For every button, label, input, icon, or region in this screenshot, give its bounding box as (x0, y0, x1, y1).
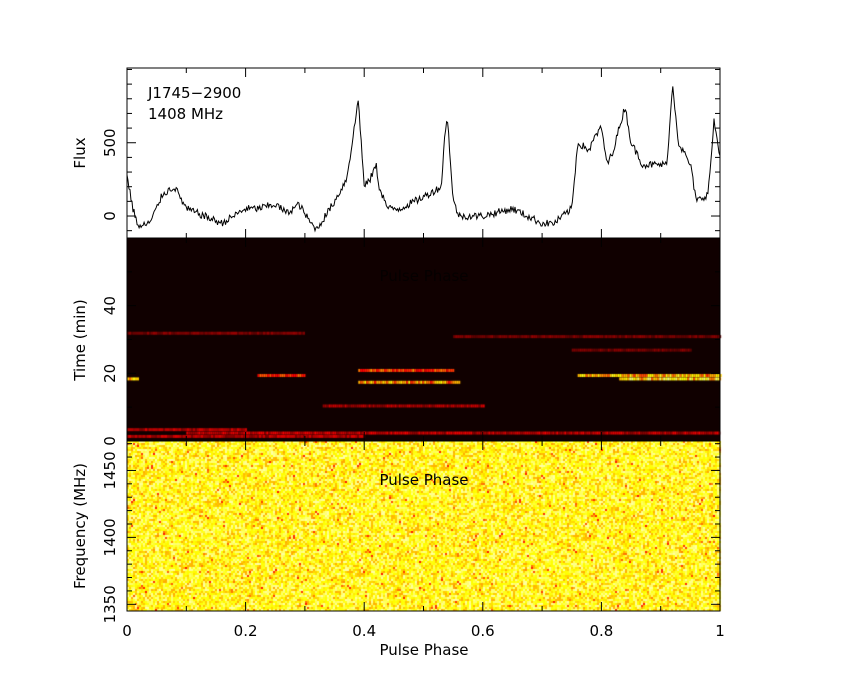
time-panel-inner-label: Pulse Phase (379, 267, 468, 285)
y-tick-label: 1450 (101, 451, 119, 489)
x-tick-label: 0.2 (234, 622, 258, 640)
y-tick-label: 1350 (101, 585, 119, 623)
x-axis-label: Pulse Phase (379, 641, 468, 659)
y-tick-label: 0 (101, 211, 119, 221)
x-tick-label: 1 (715, 622, 725, 640)
x-tick-label: 0 (122, 622, 132, 640)
y-tick-label: 0 (101, 436, 119, 446)
observing-frequency: 1408 MHz (148, 105, 223, 123)
source-name: J1745−2900 (147, 84, 241, 102)
y-tick-label: 20 (101, 364, 119, 383)
y-tick-label: 1400 (101, 518, 119, 556)
panel-frame-2 (126, 440, 721, 612)
profile-panel (126, 86, 721, 233)
x-tick-label: 0.4 (352, 622, 376, 640)
x-tick-label: 0.6 (471, 622, 495, 640)
profile-line (126, 86, 721, 233)
flux-axis-label: Flux (71, 137, 89, 168)
frequency-axis-label: Frequency (MHz) (71, 463, 89, 589)
time-axis-label: Time (min) (71, 299, 89, 381)
y-tick-label: 500 (101, 128, 119, 157)
x-tick-label: 0.8 (589, 622, 613, 640)
freq-panel-inner-label: Pulse Phase (379, 471, 468, 489)
y-tick-label: 40 (101, 296, 119, 315)
